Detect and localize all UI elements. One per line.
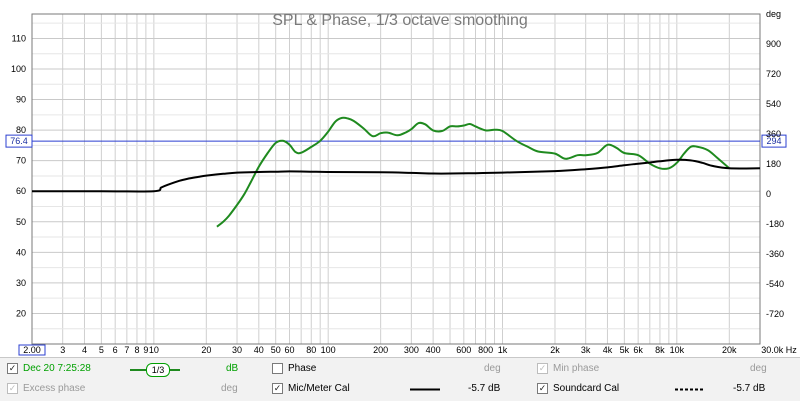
smoothing-label: 1/3 (151, 365, 165, 375)
cursor-line: 76.4 294 (5, 134, 787, 148)
x-tick-label: 3k (581, 345, 591, 355)
x-tick-label: 300 (404, 345, 419, 355)
y-left-tick-label: 90 (16, 95, 26, 105)
mic-cal-value: -5.7 dB (468, 383, 501, 394)
x-tick-label: 2k (550, 345, 560, 355)
x-tick-label: 5 (99, 345, 104, 355)
legend-item-min-phase[interactable]: ✓ Min phase (537, 363, 599, 374)
series-group (31, 116, 761, 228)
tick-labels: 2.00 3 4 5 6 7 8 9 10 20 30 40 50 60 80 100 200 300 400 600… (11, 9, 797, 356)
cursor-right-box (761, 134, 787, 148)
x-cursor-box (18, 344, 46, 356)
min-phase-checkbox[interactable]: ✓ (537, 363, 548, 374)
y-left-tick-label: 20 (16, 308, 26, 318)
x-tick-label: 60 (284, 345, 294, 355)
measurement-swatch (130, 369, 180, 371)
plot-frame (31, 13, 761, 345)
x-tick-label: 30.0k Hz (761, 345, 797, 355)
y-right-tick-label: 720 (766, 69, 781, 79)
x-tick-label: 4 (82, 345, 87, 355)
y-right-tick-label: 900 (766, 39, 781, 49)
y-right-tick-label: 0 (766, 189, 771, 199)
cursor-left-box (5, 134, 33, 148)
legend-item-measurement[interactable]: ✓ Dec 20 7:25:28 (7, 363, 91, 374)
y-right-tick-label: -180 (766, 219, 784, 229)
x-tick-label: 3 (60, 345, 65, 355)
y-left-tick-label: 80 (16, 125, 26, 135)
x-tick-label: 30 (232, 345, 242, 355)
legend-panel: ✓ Dec 20 7:25:28 1/3 dB Phase deg ✓ Min … (0, 357, 800, 401)
y-right-tick-label: -360 (766, 249, 784, 259)
soundcard-cal-value: -5.7 dB (733, 383, 766, 394)
soundcard-cal-swatch (675, 388, 705, 391)
phase-unit: deg (484, 363, 501, 374)
x-tick-label: 80 (306, 345, 316, 355)
legend-item-excess-phase[interactable]: ✓ Excess phase (7, 383, 85, 394)
excess-phase-checkbox[interactable]: ✓ (7, 383, 18, 394)
mic-cal-checkbox[interactable]: ✓ (272, 383, 283, 394)
x-tick-label: 400 (426, 345, 441, 355)
x-tick-label: 5k (620, 345, 630, 355)
x-tick-label: 2.00 (23, 345, 41, 355)
y-right-tick-label: -540 (766, 279, 784, 289)
measurement-label: Dec 20 7:25:28 (23, 363, 91, 374)
y-right-tick-label: 180 (766, 159, 781, 169)
y-left-tick-label: 100 (11, 64, 26, 74)
soundcard-cal-checkbox[interactable]: ✓ (537, 383, 548, 394)
y-right-tick-label: 360 (766, 129, 781, 139)
y-right-tick-label: -720 (766, 309, 784, 319)
x-tick-label: 7 (124, 345, 129, 355)
min-phase-label: Min phase (553, 363, 600, 374)
grid-lines (32, 14, 760, 344)
y-left-tick-label: 70 (16, 156, 26, 166)
measurement-checkbox[interactable]: ✓ (7, 363, 18, 374)
y-left-tick-label: 30 (16, 278, 26, 288)
spl-series-line[interactable] (216, 116, 730, 228)
y-left-tick-label: 60 (16, 186, 26, 196)
smoothing-indicator[interactable]: 1/3 (146, 363, 170, 377)
x-tick-label: 8k (655, 345, 665, 355)
x-tick-label: 4k (603, 345, 613, 355)
x-tick-label: 6k (633, 345, 643, 355)
cursor-right-value: 294 (766, 136, 781, 146)
x-tick-label: 20k (722, 345, 737, 355)
chart-title: SPL & Phase, 1/3 octave smoothing (272, 12, 528, 29)
mic-cal-swatch (410, 388, 440, 391)
y-left-tick-label: 110 (12, 33, 26, 43)
cursor-left-value: 76.4 (10, 136, 28, 146)
x-tick-label: 100 (321, 345, 336, 355)
y-left-tick-label: 40 (16, 247, 26, 257)
measurement-unit: dB (226, 363, 239, 374)
x-tick-label: 10k (670, 345, 685, 355)
phase-label: Phase (288, 363, 317, 374)
excess-phase-unit: deg (221, 383, 238, 394)
chart-area[interactable]: 76.4 294 2.00 3 4 5 6 7 8 9 10 20 30 40 50 60 80 100 200 3… (0, 0, 800, 357)
x-tick-label: 10 (149, 345, 159, 355)
legend-item-mic-cal[interactable]: ✓ Mic/Meter Cal (272, 383, 350, 394)
x-tick-label: 40 (254, 345, 264, 355)
cal-series-line[interactable] (31, 158, 761, 193)
legend-item-soundcard-cal[interactable]: ✓ Soundcard Cal (537, 383, 619, 394)
min-phase-unit: deg (750, 363, 767, 374)
x-tick-label: 600 (456, 345, 471, 355)
y-right-tick-label: 540 (766, 99, 781, 109)
x-tick-label: 1k (498, 345, 508, 355)
x-tick-label: 9 (143, 345, 148, 355)
soundcard-cal-label: Soundcard Cal (553, 383, 620, 394)
x-tick-label: 6 (113, 345, 118, 355)
x-tick-label: 50 (271, 345, 281, 355)
x-tick-label: 8 (134, 345, 139, 355)
phase-checkbox[interactable] (272, 363, 283, 374)
legend-item-phase[interactable]: Phase (272, 363, 316, 374)
y-right-tick-label: deg (766, 9, 781, 19)
x-tick-label: 20 (201, 345, 211, 355)
x-tick-label: 800 (478, 345, 493, 355)
y-left-tick-label: 50 (16, 217, 26, 227)
excess-phase-label: Excess phase (23, 383, 86, 394)
x-tick-label: 200 (373, 345, 388, 355)
mic-cal-label: Mic/Meter Cal (288, 383, 350, 394)
